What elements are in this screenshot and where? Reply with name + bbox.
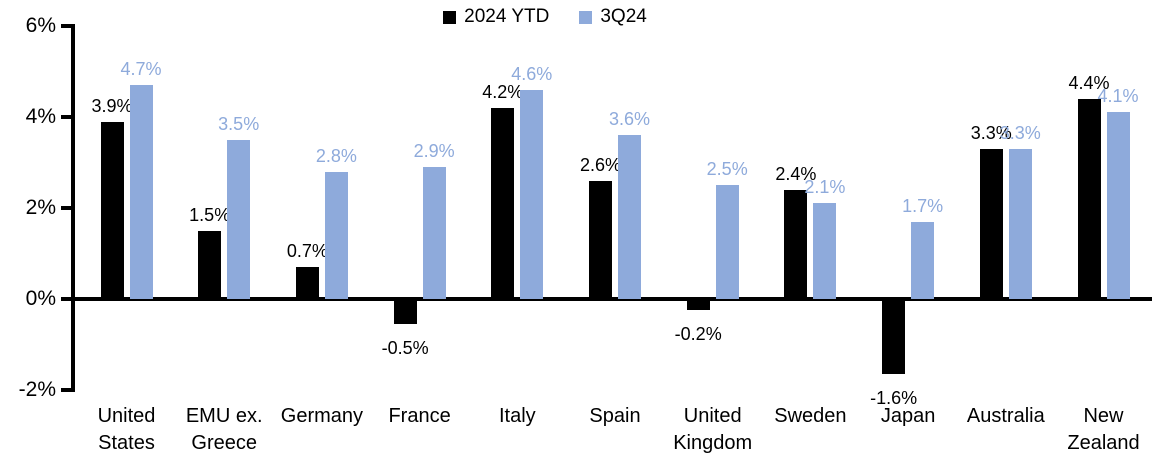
- legend-item: 3Q24: [579, 6, 647, 28]
- legend-label: 2024 YTD: [464, 6, 550, 27]
- category-label: New Zealand: [1067, 405, 1140, 454]
- bar-2024-ytd: [100, 121, 124, 299]
- legend-item: 2024 YTD: [443, 6, 549, 28]
- bar-value-label: 2.1%: [804, 177, 846, 198]
- bar-value-label: 4.4%: [1068, 72, 1110, 93]
- bar-2024-ytd: [882, 301, 906, 374]
- bar-value-label: 2.5%: [706, 159, 748, 180]
- y-tick-mark: [61, 388, 74, 392]
- bar-value-label: 1.7%: [902, 195, 944, 216]
- bar-2024-ytd: [979, 148, 1003, 299]
- category-label: Italy: [498, 405, 536, 427]
- category-label: United States: [97, 405, 156, 454]
- y-tick-mark: [61, 297, 74, 301]
- bar-3q24: [715, 185, 739, 299]
- bar-value-label: 4.1%: [1097, 86, 1139, 107]
- y-tick-label: 4%: [25, 105, 56, 128]
- bar-value-label: 4.2%: [482, 81, 524, 102]
- legend: 2024 YTD 3Q24: [0, 6, 1090, 28]
- legend-swatch-icon: [443, 10, 457, 24]
- bar-3q24: [520, 89, 544, 299]
- y-tick-label: 6%: [25, 14, 56, 37]
- bar-2024-ytd: [686, 301, 710, 311]
- category-label: Australia: [966, 405, 1045, 427]
- bar-value-label: 1.5%: [189, 204, 231, 225]
- bar-3q24: [1106, 112, 1130, 299]
- legend-swatch-icon: [579, 10, 593, 24]
- bar-2024-ytd: [295, 267, 319, 299]
- bar-value-label: 2.6%: [579, 154, 622, 175]
- category-label: Japan: [880, 405, 936, 427]
- bar-value-label: 2.8%: [315, 145, 357, 166]
- bar-value-label: 3.5%: [218, 113, 260, 134]
- category-label: Germany: [280, 405, 364, 427]
- category-label: France: [388, 405, 451, 427]
- bar-value-label: 2.4%: [775, 163, 817, 184]
- legend-label: 3Q24: [600, 6, 647, 27]
- bar-value-label: -1.6%: [870, 387, 918, 408]
- y-tick-label: 0%: [25, 287, 56, 310]
- bar-value-label: 0.7%: [286, 241, 328, 262]
- y-tick-label: 2%: [25, 196, 56, 219]
- bar-2024-ytd: [491, 107, 515, 299]
- bar-2024-ytd: [784, 189, 808, 299]
- bar-2024-ytd: [393, 301, 417, 324]
- category-label: EMU ex. Greece: [185, 405, 263, 454]
- bar-value-label: 4.6%: [511, 63, 553, 84]
- y-tick-mark: [61, 206, 74, 210]
- bar-3q24: [618, 135, 641, 299]
- bar-3q24: [129, 85, 153, 299]
- category-label: Spain: [589, 405, 641, 427]
- bar-value-label: 2.9%: [413, 141, 455, 162]
- bar-2024-ytd: [589, 180, 612, 299]
- category-label: United Kingdom: [673, 405, 753, 454]
- y-tick-mark: [61, 115, 74, 119]
- bar-value-label: 3.9%: [91, 95, 133, 116]
- bar-value-label: 3.6%: [608, 109, 651, 130]
- bar-3q24: [813, 203, 837, 299]
- y-tick-mark: [61, 24, 74, 28]
- category-label: Sweden: [774, 405, 847, 427]
- bar-value-label: -0.5%: [381, 337, 429, 358]
- y-tick-label: -2%: [18, 378, 56, 401]
- bar-3q24: [422, 167, 446, 299]
- bar-2024-ytd: [198, 230, 222, 299]
- bar-value-label: 3.3%: [999, 122, 1041, 143]
- x-axis-zero-line: [71, 297, 1152, 301]
- bar-value-label: 3.3%: [970, 122, 1012, 143]
- bar-2024-ytd: [1077, 98, 1101, 299]
- bar-3q24: [1008, 148, 1032, 299]
- bar-3q24: [324, 171, 348, 299]
- bar-value-label: 4.7%: [120, 59, 162, 80]
- bar-value-label: -0.2%: [674, 324, 722, 345]
- bar-3q24: [911, 221, 935, 299]
- bar-3q24: [227, 139, 251, 299]
